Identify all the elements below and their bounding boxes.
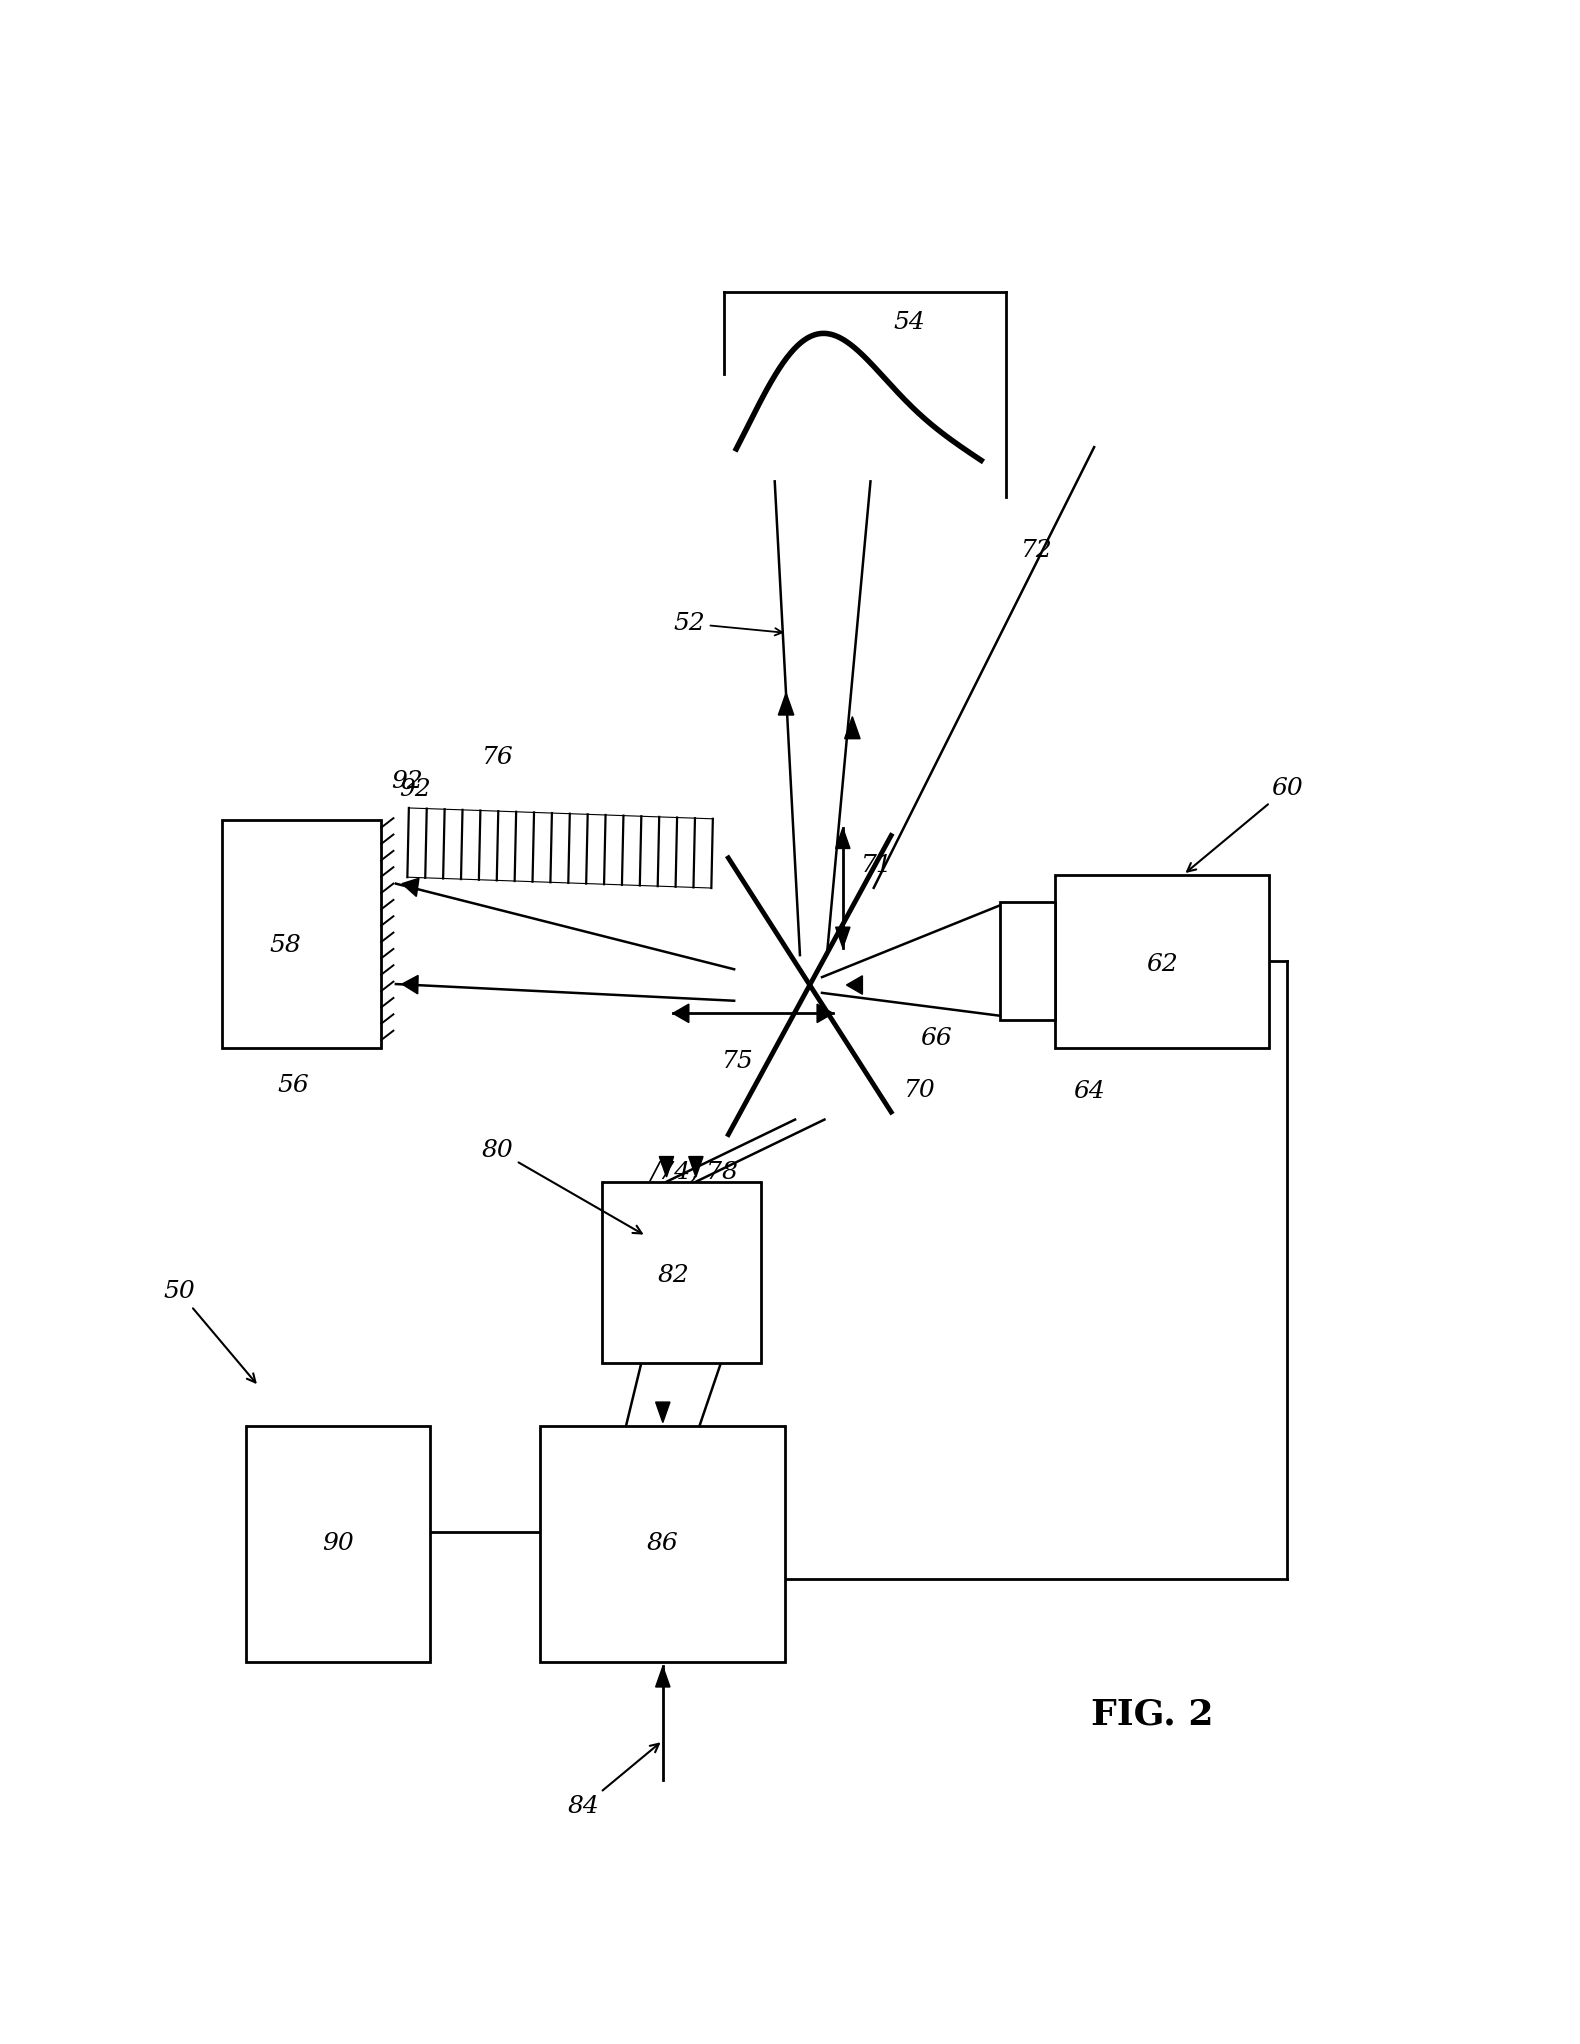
Text: 70: 70 [904,1079,935,1102]
Text: 62: 62 [1146,953,1177,977]
Text: 75: 75 [722,1051,754,1073]
Text: 54: 54 [893,311,924,335]
Text: 52: 52 [673,611,782,636]
Text: 92: 92 [400,779,431,801]
Bar [246,1427,430,1662]
Text: 80: 80 [482,1139,641,1233]
Polygon shape [659,1157,673,1177]
Text: 90: 90 [322,1533,354,1555]
Text: /74, 78: /74, 78 [651,1161,738,1183]
Polygon shape [817,1004,833,1022]
Text: 82: 82 [657,1265,689,1288]
Bar [1000,901,1055,1020]
Polygon shape [656,1666,670,1686]
Text: 64: 64 [1073,1081,1104,1104]
Polygon shape [673,1004,689,1022]
Polygon shape [689,1157,703,1177]
Polygon shape [836,928,850,948]
Polygon shape [847,975,863,993]
Text: 60: 60 [1187,777,1303,871]
Text: 92: 92 [390,771,423,793]
Polygon shape [401,879,419,897]
Bar [221,820,381,1049]
Polygon shape [845,717,860,738]
Polygon shape [779,693,793,715]
Bar [602,1181,762,1363]
Text: 86: 86 [646,1533,679,1555]
Text: 72: 72 [1021,540,1052,562]
Bar [540,1427,785,1662]
Text: 50: 50 [163,1280,256,1382]
Text: FIG. 2: FIG. 2 [1092,1699,1213,1731]
Text: 58: 58 [270,934,302,957]
Text: 56: 56 [278,1073,310,1098]
Text: 66: 66 [920,1026,951,1051]
Polygon shape [656,1402,670,1423]
Text: 71: 71 [861,854,893,877]
Bar [1055,875,1269,1049]
Text: 76: 76 [482,746,514,769]
Polygon shape [401,975,419,993]
Polygon shape [836,828,850,848]
Text: 84: 84 [567,1744,659,1817]
